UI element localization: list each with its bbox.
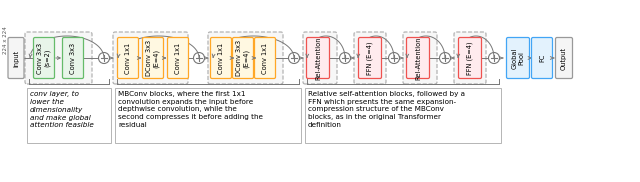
Text: Conv 1x1: Conv 1x1 xyxy=(218,42,224,74)
FancyBboxPatch shape xyxy=(118,37,138,78)
FancyBboxPatch shape xyxy=(255,37,275,78)
Text: Input: Input xyxy=(13,50,19,67)
FancyBboxPatch shape xyxy=(211,37,232,78)
FancyBboxPatch shape xyxy=(27,88,111,143)
Text: conv layer, to
lower the
dimensionality
and make global
attention feasible: conv layer, to lower the dimensionality … xyxy=(30,91,94,128)
Text: DConv 3x3
(E=4): DConv 3x3 (E=4) xyxy=(236,40,250,76)
FancyBboxPatch shape xyxy=(403,32,437,84)
Text: FC: FC xyxy=(539,54,545,62)
FancyBboxPatch shape xyxy=(458,37,481,78)
Text: Conv 3x3: Conv 3x3 xyxy=(70,42,76,74)
FancyBboxPatch shape xyxy=(556,37,573,78)
Text: Rel-Attention: Rel-Attention xyxy=(315,36,321,80)
FancyBboxPatch shape xyxy=(63,37,83,78)
Text: Conv 1x1: Conv 1x1 xyxy=(125,42,131,74)
Text: DConv 3x3
(E=4): DConv 3x3 (E=4) xyxy=(147,40,160,76)
FancyBboxPatch shape xyxy=(406,37,429,78)
Text: Rel-Attention: Rel-Attention xyxy=(415,36,421,80)
FancyBboxPatch shape xyxy=(307,37,330,78)
Text: 224 x 224: 224 x 224 xyxy=(3,26,8,54)
FancyBboxPatch shape xyxy=(303,32,337,84)
FancyBboxPatch shape xyxy=(208,32,283,84)
Text: FFN (E=4): FFN (E=4) xyxy=(467,41,473,75)
FancyBboxPatch shape xyxy=(454,32,486,84)
FancyBboxPatch shape xyxy=(232,37,253,78)
FancyBboxPatch shape xyxy=(25,32,92,84)
FancyBboxPatch shape xyxy=(143,37,163,78)
FancyBboxPatch shape xyxy=(358,37,381,78)
Text: Output: Output xyxy=(561,46,567,70)
FancyBboxPatch shape xyxy=(168,37,189,78)
Text: MBConv blocks, where the first 1x1
convolution expands the input before
depthwis: MBConv blocks, where the first 1x1 convo… xyxy=(118,91,263,128)
Text: Conv 1x1: Conv 1x1 xyxy=(175,42,181,74)
Text: Relative self-attention blocks, followed by a
FFN which presents the same expans: Relative self-attention blocks, followed… xyxy=(308,91,465,128)
Text: Conv 1x1: Conv 1x1 xyxy=(262,42,268,74)
Text: FFN (E=4): FFN (E=4) xyxy=(367,41,373,75)
FancyBboxPatch shape xyxy=(113,32,188,84)
FancyBboxPatch shape xyxy=(531,37,552,78)
FancyBboxPatch shape xyxy=(8,37,24,78)
Text: Global
Pool: Global Pool xyxy=(511,47,525,69)
FancyBboxPatch shape xyxy=(33,37,54,78)
Text: Conv 3x3
(s=2): Conv 3x3 (s=2) xyxy=(37,42,51,74)
FancyBboxPatch shape xyxy=(305,88,501,143)
FancyBboxPatch shape xyxy=(506,37,529,78)
FancyBboxPatch shape xyxy=(115,88,301,143)
FancyBboxPatch shape xyxy=(354,32,386,84)
